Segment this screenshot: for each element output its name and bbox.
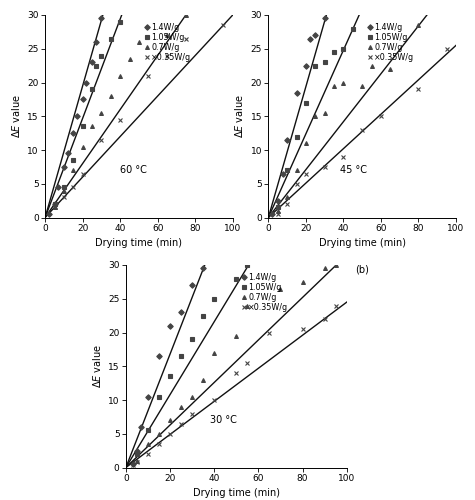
Text: 45 °C: 45 °C [340,165,367,175]
Text: 30 °C: 30 °C [210,415,237,425]
Text: 60 °C: 60 °C [120,165,147,175]
Y-axis label: $\Delta E$ value: $\Delta E$ value [10,94,22,138]
Text: (a): (a) [132,264,146,274]
Y-axis label: $\Delta E$ value: $\Delta E$ value [233,94,245,138]
Y-axis label: $\Delta E$ value: $\Delta E$ value [91,344,103,389]
Legend: 1.4W/g, 1.05W/g, 0.7W/g, ×0.35W/g: 1.4W/g, 1.05W/g, 0.7W/g, ×0.35W/g [143,21,193,64]
Text: (b): (b) [355,264,369,274]
X-axis label: Drying time (min): Drying time (min) [193,488,280,498]
X-axis label: Drying time (min): Drying time (min) [95,238,182,248]
Legend: 1.4W/g, 1.05W/g, 0.7W/g, ×0.35W/g: 1.4W/g, 1.05W/g, 0.7W/g, ×0.35W/g [366,21,416,64]
X-axis label: Drying time (min): Drying time (min) [319,238,406,248]
Legend: 1.4W/g, 1.05W/g, 0.7W/g, ×0.35W/g: 1.4W/g, 1.05W/g, 0.7W/g, ×0.35W/g [240,271,290,314]
